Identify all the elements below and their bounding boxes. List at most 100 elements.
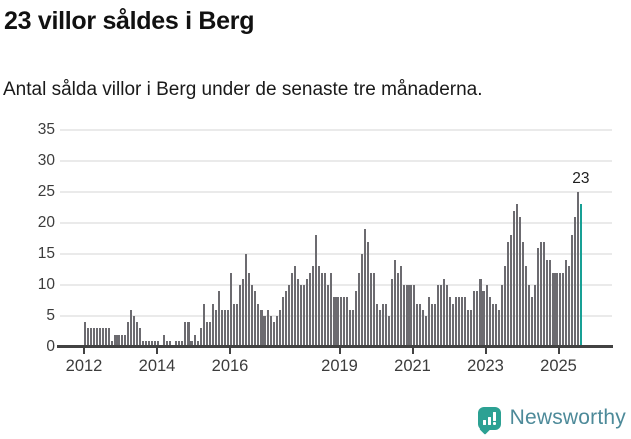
gridline-25 <box>60 191 612 193</box>
bar <box>348 309 351 347</box>
bar <box>455 297 458 347</box>
bar <box>567 266 570 347</box>
bar <box>257 303 260 347</box>
bar <box>427 297 430 347</box>
bar <box>303 285 306 347</box>
bar <box>406 285 409 347</box>
page-title: 23 villor såldes i Berg <box>4 7 255 35</box>
bar <box>236 303 239 347</box>
bar <box>105 328 108 347</box>
bar <box>436 285 439 347</box>
bar <box>534 285 537 347</box>
bar <box>290 272 293 347</box>
bar <box>409 285 412 347</box>
bar <box>223 309 226 347</box>
bar <box>467 309 470 347</box>
bar <box>515 204 518 347</box>
x-tick-2023 <box>484 347 487 354</box>
bar <box>129 309 132 347</box>
bar <box>202 303 205 347</box>
bar <box>382 303 385 347</box>
bar <box>135 322 138 347</box>
bar <box>421 309 424 347</box>
highlighted-bar <box>579 204 582 347</box>
bar <box>315 235 318 347</box>
x-tick-label-2025: 2025 <box>540 357 577 375</box>
bar <box>433 303 436 347</box>
bar <box>281 297 284 347</box>
bar <box>363 229 366 347</box>
bar <box>275 316 278 347</box>
bar <box>479 278 482 347</box>
bar <box>248 272 251 347</box>
x-tick-2012 <box>83 347 85 354</box>
gridline-10 <box>60 284 612 286</box>
bar <box>211 303 214 347</box>
bar <box>424 316 427 347</box>
bar <box>385 303 388 347</box>
bar <box>415 303 418 347</box>
bar <box>366 241 369 347</box>
bar <box>461 297 464 347</box>
bar <box>242 278 245 347</box>
gridline-5 <box>60 315 612 317</box>
bar <box>369 272 372 347</box>
bar <box>321 272 324 347</box>
bar <box>339 297 342 347</box>
bar <box>391 278 394 347</box>
bar <box>117 334 120 347</box>
bar <box>470 309 473 347</box>
y-tick-label-25: 25 <box>37 182 55 200</box>
bar <box>540 241 543 347</box>
bar <box>318 266 321 347</box>
y-tick-label-20: 20 <box>37 213 55 231</box>
bar <box>260 309 263 347</box>
bar <box>333 297 336 347</box>
bar <box>190 340 193 347</box>
bar <box>132 316 135 347</box>
bar <box>345 297 348 347</box>
bar <box>458 297 461 347</box>
bar <box>114 334 117 347</box>
bar <box>120 334 123 347</box>
x-tick-label-2021: 2021 <box>394 357 431 375</box>
bar <box>330 272 333 347</box>
bar <box>84 322 87 347</box>
bar <box>123 334 126 347</box>
bar <box>144 340 147 347</box>
y-tick-label-35: 35 <box>37 120 55 138</box>
bar <box>266 309 269 347</box>
bar <box>476 291 479 347</box>
bar <box>354 291 357 347</box>
bar <box>187 322 190 347</box>
bar <box>388 316 391 347</box>
newsworthy-logo-text: Newsworthy <box>509 406 626 429</box>
bar <box>403 285 406 347</box>
highlight-value-label: 23 <box>572 170 590 187</box>
x-tick-label-2023: 2023 <box>467 357 504 375</box>
bar <box>531 297 534 347</box>
bar <box>379 309 382 347</box>
bar <box>473 291 476 347</box>
bar <box>306 278 309 347</box>
bar <box>552 272 555 347</box>
bar <box>439 285 442 347</box>
x-tick-2016 <box>229 347 231 354</box>
bar <box>184 322 187 347</box>
bar <box>573 216 576 347</box>
bar <box>528 285 531 347</box>
bar <box>525 266 528 347</box>
bar <box>576 192 579 347</box>
gridline-35 <box>60 129 612 131</box>
bar <box>452 303 455 347</box>
bar <box>397 272 400 347</box>
bar <box>312 266 315 347</box>
bar <box>442 278 445 347</box>
bar <box>199 328 202 347</box>
logo-mini-bar-icon <box>482 419 486 425</box>
bar <box>488 297 491 347</box>
bar <box>108 328 111 347</box>
bar <box>245 254 248 347</box>
